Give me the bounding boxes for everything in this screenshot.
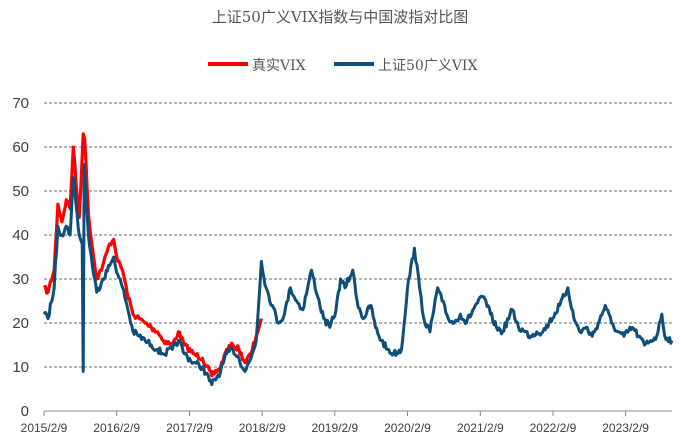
x-tick-label: 2023/2/9 xyxy=(602,421,649,435)
legend-label-real-vix: 真实VIX xyxy=(252,58,306,74)
chart-title: 上证50广义VIX指数与中国波指对比图 xyxy=(212,8,469,26)
y-axis-ticks: 0 10 20 30 40 50 60 70 xyxy=(12,95,29,420)
series-line-real-vix xyxy=(42,132,263,378)
series-line-sse50-vix xyxy=(42,163,674,387)
x-tick-label: 2015/2/9 xyxy=(21,421,68,435)
legend: 真实VIX 上证50广义VIX xyxy=(208,58,477,74)
y-tick-label: 30 xyxy=(12,271,29,288)
x-tick-label: 2018/2/9 xyxy=(239,421,286,435)
y-tick-label: 0 xyxy=(21,403,29,420)
x-tick-label: 2019/2/9 xyxy=(311,421,358,435)
x-tick-label: 2022/2/9 xyxy=(530,421,577,435)
y-tick-label: 20 xyxy=(12,315,29,332)
y-tick-label: 70 xyxy=(12,95,29,112)
y-tick-label: 60 xyxy=(12,139,29,156)
x-tick-label: 2017/2/9 xyxy=(166,421,213,435)
y-tick-label: 50 xyxy=(12,183,29,200)
y-tick-label: 40 xyxy=(12,227,29,244)
legend-label-sse50-vix: 上证50广义VIX xyxy=(378,58,477,74)
series-lines xyxy=(42,132,674,387)
x-tick-label: 2021/2/9 xyxy=(457,421,504,435)
x-axis: 2015/2/9 2016/2/9 2017/2/9 2018/2/9 2019/2/9… xyxy=(21,410,672,435)
y-tick-label: 10 xyxy=(12,359,29,376)
x-tick-label: 2020/2/9 xyxy=(384,421,431,435)
x-tick-label: 2016/2/9 xyxy=(93,421,140,435)
